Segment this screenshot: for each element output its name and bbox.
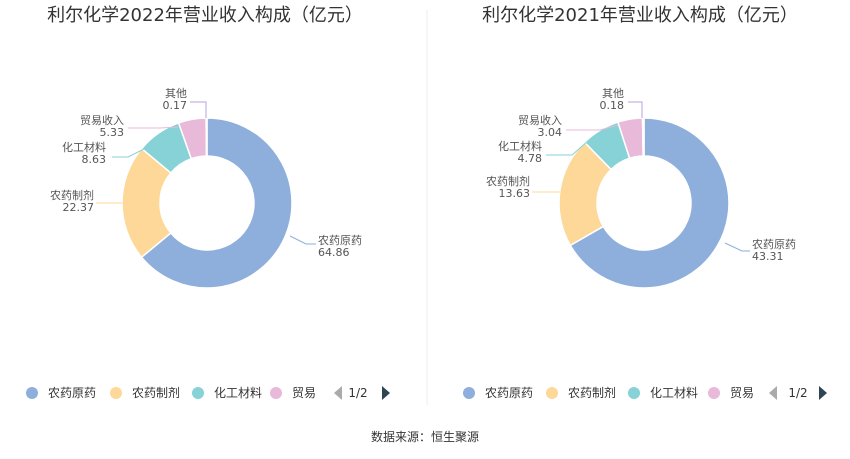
label-leader-line: [724, 242, 750, 252]
legend-marker: [708, 387, 720, 399]
donut-slice[interactable]: [641, 117, 645, 157]
label-leader-line: [546, 140, 589, 156]
pager-prev-icon[interactable]: [769, 386, 777, 400]
slice-category-label: 化工材料: [498, 139, 542, 153]
panel-2022: 利尔化学2022年营业收入构成（亿元） 农药原药64.86农药制剂22.37化工…: [26, 5, 390, 400]
chart-title: 利尔化学2021年营业收入构成（亿元）: [482, 5, 798, 26]
label-leader-line: [628, 101, 643, 118]
slice-value-label: 0.18: [600, 99, 625, 112]
label-leader-line: [128, 126, 179, 129]
pager-prev-icon[interactable]: [334, 386, 342, 400]
label-leader-line: [112, 148, 145, 158]
legend-item[interactable]: 贸易: [292, 386, 316, 400]
legend-item[interactable]: 农药原药: [485, 386, 533, 400]
donut-slices: [121, 117, 293, 289]
legend: 农药原药 农药制剂 化工材料 贸易: [463, 385, 754, 400]
legend-marker: [463, 387, 475, 399]
slice-category-label: 其他: [165, 87, 187, 100]
legend-marker: [192, 387, 204, 399]
slice-category-label: 农药制剂: [486, 174, 530, 188]
legend-item[interactable]: 农药制剂: [132, 385, 180, 400]
pager-status: 1/2: [348, 386, 367, 400]
label-leader-line: [566, 124, 619, 131]
pager-next-icon[interactable]: [819, 386, 827, 400]
label-leader-line: [190, 101, 207, 118]
legend-item[interactable]: 化工材料: [214, 386, 262, 400]
slice-value-label: 4.78: [518, 152, 543, 165]
slice-category-label: 农药原药: [752, 237, 796, 251]
panel-2021: 利尔化学2021年营业收入构成（亿元） 农药原药43.31农药制剂13.63化工…: [463, 5, 827, 400]
legend: 农药原药 农药制剂 化工材料 贸易: [26, 385, 316, 400]
legend-item[interactable]: 农药制剂: [568, 385, 616, 400]
slice-value-label: 5.33: [100, 126, 125, 139]
data-source: 数据来源：恒生聚源: [371, 429, 479, 444]
pager-next-icon[interactable]: [382, 386, 390, 400]
legend-pager: 1/2: [334, 386, 390, 400]
legend-marker: [628, 387, 640, 399]
legend-item[interactable]: 化工材料: [650, 386, 698, 400]
slice-category-label: 农药制剂: [50, 188, 94, 202]
slice-value-label: 0.17: [163, 99, 188, 112]
legend-marker: [26, 387, 38, 399]
legend-marker: [110, 387, 122, 399]
slice-category-label: 其他: [602, 87, 624, 100]
donut-slice[interactable]: [205, 117, 208, 157]
slice-category-label: 贸易收入: [518, 113, 562, 127]
legend-item[interactable]: 农药原药: [48, 386, 96, 400]
slice-value-label: 22.37: [63, 201, 95, 214]
slice-category-label: 农药原药: [318, 233, 362, 247]
chart-title: 利尔化学2022年营业收入构成（亿元）: [47, 5, 363, 26]
pager-status: 1/2: [788, 386, 807, 400]
legend-pager: 1/2: [769, 386, 827, 400]
donut-slice[interactable]: [569, 117, 730, 289]
legend-marker: [270, 387, 282, 399]
label-leader-line: [289, 235, 316, 245]
slice-category-label: 贸易收入: [80, 113, 124, 127]
slice-value-label: 3.04: [538, 126, 563, 139]
donut-slices: [558, 117, 730, 289]
slice-value-label: 13.63: [499, 187, 531, 200]
slice-category-label: 化工材料: [62, 140, 106, 154]
legend-item[interactable]: 贸易: [730, 386, 754, 400]
slice-value-label: 43.31: [752, 250, 784, 263]
donut-slice[interactable]: [140, 117, 293, 289]
legend-marker: [546, 387, 558, 399]
slice-value-label: 8.63: [82, 153, 107, 166]
slice-value-label: 64.86: [318, 246, 350, 259]
